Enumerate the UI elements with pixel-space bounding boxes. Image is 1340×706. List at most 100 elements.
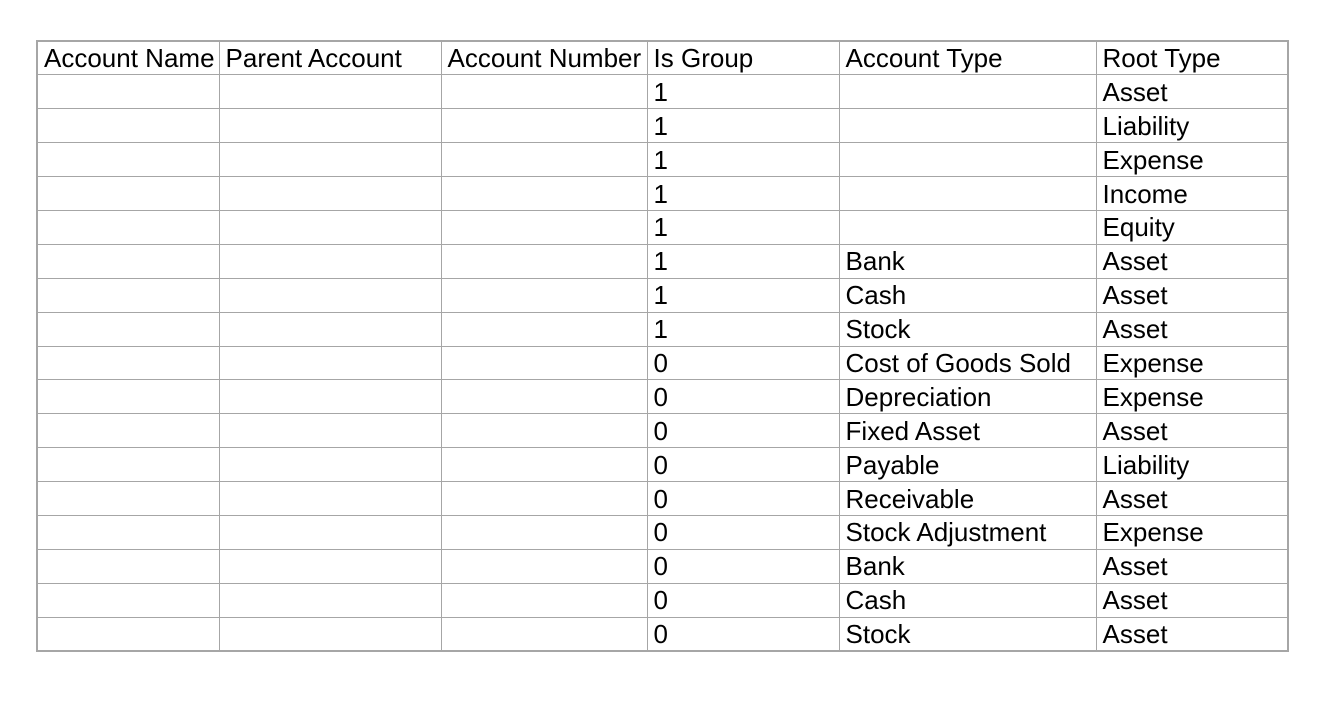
column-header-is-group[interactable]: Is Group [646, 40, 840, 76]
cell-parent_account[interactable] [218, 74, 442, 110]
cell-account_type[interactable]: Payable [838, 447, 1097, 483]
cell-root_type[interactable]: Asset [1095, 548, 1289, 584]
cell-root_type[interactable]: Asset [1095, 74, 1289, 110]
cell-account_type[interactable]: Cost of Goods Sold [838, 345, 1097, 381]
cell-account_number[interactable] [440, 311, 648, 347]
cell-account_name[interactable] [36, 277, 220, 313]
cell-account_number[interactable] [440, 582, 648, 618]
cell-account_number[interactable] [440, 176, 648, 211]
cell-is_group[interactable]: 1 [646, 311, 840, 347]
cell-account_name[interactable] [36, 142, 220, 178]
cell-is_group[interactable]: 0 [646, 616, 840, 652]
cell-parent_account[interactable] [218, 345, 442, 381]
cell-account_type[interactable] [838, 74, 1097, 110]
cell-parent_account[interactable] [218, 548, 442, 584]
cell-is_group[interactable]: 0 [646, 413, 840, 449]
cell-account_type[interactable]: Stock Adjustment [838, 514, 1097, 550]
cell-parent_account[interactable] [218, 277, 442, 313]
cell-parent_account[interactable] [218, 108, 442, 144]
cell-account_name[interactable] [36, 345, 220, 381]
cell-account_name[interactable] [36, 108, 220, 144]
cell-account_name[interactable] [36, 481, 220, 516]
cell-account_number[interactable] [440, 447, 648, 483]
cell-account_name[interactable] [36, 74, 220, 110]
cell-parent_account[interactable] [218, 582, 442, 618]
cell-account_number[interactable] [440, 413, 648, 449]
cell-parent_account[interactable] [218, 481, 442, 516]
cell-account_number[interactable] [440, 277, 648, 313]
cell-account_number[interactable] [440, 243, 648, 279]
cell-account_number[interactable] [440, 142, 648, 178]
cell-account_name[interactable] [36, 243, 220, 279]
cell-parent_account[interactable] [218, 176, 442, 211]
cell-root_type[interactable]: Asset [1095, 311, 1289, 347]
cell-parent_account[interactable] [218, 379, 442, 415]
cell-account_type[interactable]: Fixed Asset [838, 413, 1097, 449]
cell-account_type[interactable] [838, 176, 1097, 211]
column-header-parent-account[interactable]: Parent Account [218, 40, 442, 76]
cell-is_group[interactable]: 1 [646, 243, 840, 279]
cell-parent_account[interactable] [218, 142, 442, 178]
cell-root_type[interactable]: Liability [1095, 108, 1289, 144]
column-header-account-type[interactable]: Account Type [838, 40, 1097, 76]
cell-root_type[interactable]: Asset [1095, 616, 1289, 652]
cell-parent_account[interactable] [218, 447, 442, 483]
cell-account_type[interactable]: Stock [838, 311, 1097, 347]
column-header-account-number[interactable]: Account Number [440, 40, 648, 76]
cell-is_group[interactable]: 1 [646, 74, 840, 110]
cell-account_number[interactable] [440, 209, 648, 245]
column-header-account-name[interactable]: Account Name [36, 40, 220, 76]
cell-is_group[interactable]: 1 [646, 176, 840, 211]
cell-is_group[interactable]: 0 [646, 345, 840, 381]
cell-root_type[interactable]: Expense [1095, 142, 1289, 178]
cell-account_number[interactable] [440, 74, 648, 110]
cell-account_type[interactable] [838, 209, 1097, 245]
cell-account_name[interactable] [36, 413, 220, 449]
cell-account_type[interactable]: Receivable [838, 481, 1097, 516]
cell-account_number[interactable] [440, 616, 648, 652]
cell-account_name[interactable] [36, 616, 220, 652]
cell-root_type[interactable]: Liability [1095, 447, 1289, 483]
cell-account_name[interactable] [36, 447, 220, 483]
cell-account_type[interactable]: Bank [838, 548, 1097, 584]
cell-account_type[interactable]: Cash [838, 582, 1097, 618]
cell-parent_account[interactable] [218, 413, 442, 449]
cell-is_group[interactable]: 0 [646, 447, 840, 483]
cell-account_type[interactable] [838, 108, 1097, 144]
cell-account_name[interactable] [36, 209, 220, 245]
cell-parent_account[interactable] [218, 311, 442, 347]
cell-account_type[interactable] [838, 142, 1097, 178]
cell-account_number[interactable] [440, 379, 648, 415]
cell-account_number[interactable] [440, 514, 648, 550]
cell-account_name[interactable] [36, 582, 220, 618]
cell-account_number[interactable] [440, 345, 648, 381]
cell-is_group[interactable]: 0 [646, 548, 840, 584]
cell-root_type[interactable]: Asset [1095, 413, 1289, 449]
cell-parent_account[interactable] [218, 209, 442, 245]
cell-root_type[interactable]: Expense [1095, 514, 1289, 550]
cell-account_number[interactable] [440, 548, 648, 584]
cell-parent_account[interactable] [218, 616, 442, 652]
cell-account_name[interactable] [36, 176, 220, 211]
cell-root_type[interactable]: Income [1095, 176, 1289, 211]
cell-is_group[interactable]: 1 [646, 108, 840, 144]
cell-account_name[interactable] [36, 311, 220, 347]
cell-parent_account[interactable] [218, 514, 442, 550]
cell-is_group[interactable]: 0 [646, 582, 840, 618]
cell-root_type[interactable]: Asset [1095, 582, 1289, 618]
cell-account_name[interactable] [36, 379, 220, 415]
cell-account_type[interactable]: Bank [838, 243, 1097, 279]
cell-account_number[interactable] [440, 108, 648, 144]
cell-is_group[interactable]: 1 [646, 277, 840, 313]
cell-root_type[interactable]: Asset [1095, 277, 1289, 313]
cell-account_name[interactable] [36, 548, 220, 584]
cell-is_group[interactable]: 1 [646, 142, 840, 178]
cell-root_type[interactable]: Asset [1095, 481, 1289, 516]
cell-root_type[interactable]: Expense [1095, 345, 1289, 381]
cell-is_group[interactable]: 0 [646, 514, 840, 550]
cell-account_number[interactable] [440, 481, 648, 516]
cell-root_type[interactable]: Asset [1095, 243, 1289, 279]
cell-account_type[interactable]: Stock [838, 616, 1097, 652]
cell-account_name[interactable] [36, 514, 220, 550]
cell-is_group[interactable]: 1 [646, 209, 840, 245]
